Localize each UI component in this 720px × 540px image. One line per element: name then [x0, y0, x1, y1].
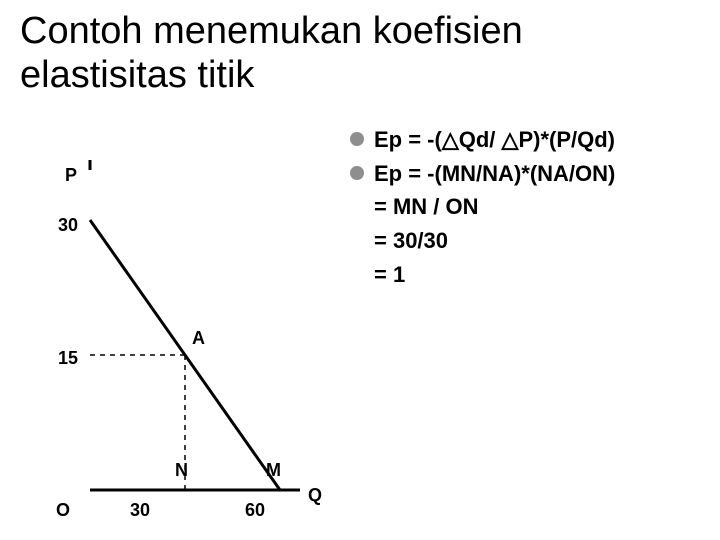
- label-Q: Q: [308, 485, 322, 506]
- bullet-dot-icon: [350, 166, 364, 180]
- bullet-5-text: = 1: [374, 260, 705, 290]
- label-O: O: [56, 500, 70, 521]
- label-30x: 30: [130, 500, 150, 521]
- label-A: A: [192, 328, 205, 349]
- bullet-dot-icon: [350, 132, 364, 146]
- bullet-1: Ep = -(△Qd/ △P)*(P/Qd): [350, 125, 705, 155]
- bullet-2: Ep = -(MN/NA)*(NA/ON): [350, 159, 705, 189]
- bullet-3: = MN / ON: [350, 192, 705, 222]
- slide-title: Contoh menemukan koefisien elastisitas t…: [20, 10, 523, 97]
- label-15: 15: [58, 348, 78, 369]
- bullet-1-text: Ep = -(△Qd/ △P)*(P/Qd): [374, 125, 705, 155]
- bullet-3-text: = MN / ON: [374, 192, 705, 222]
- label-P: P: [65, 165, 77, 186]
- bullet-5: = 1: [350, 260, 705, 290]
- label-30y: 30: [58, 215, 78, 236]
- elasticity-diagram: P 30 15 O A N 30 M 60 Q: [30, 160, 330, 530]
- label-N: N: [175, 460, 188, 481]
- bullet-2-text: Ep = -(MN/NA)*(NA/ON): [374, 159, 705, 189]
- title-line2: elastisitas titik: [20, 54, 254, 96]
- label-M: M: [266, 460, 281, 481]
- label-60: 60: [245, 500, 265, 521]
- title-line1: Contoh menemukan koefisien: [20, 10, 523, 52]
- bullet-4: = 30/30: [350, 226, 705, 256]
- bullet-4-text: = 30/30: [374, 226, 705, 256]
- bullet-list: Ep = -(△Qd/ △P)*(P/Qd) Ep = -(MN/NA)*(NA…: [350, 125, 705, 293]
